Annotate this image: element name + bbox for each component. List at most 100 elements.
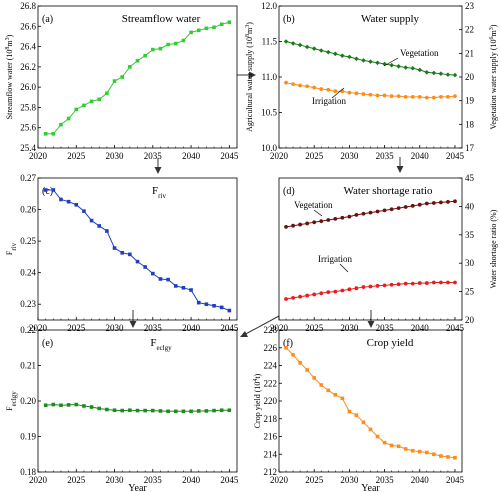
x-axis-label: Year xyxy=(128,483,147,492)
panel-letter: (c) xyxy=(42,186,53,197)
data-point xyxy=(227,308,232,313)
data-point xyxy=(354,286,359,291)
y-axis-label-end: ) xyxy=(245,22,254,25)
y-tick-label: 0.24 xyxy=(20,268,36,278)
x-tick-label: 2045 xyxy=(220,151,239,161)
y-axis-label-text: F xyxy=(5,250,14,255)
data-point xyxy=(304,44,310,50)
data-point xyxy=(368,59,373,64)
data-point xyxy=(59,122,63,127)
x-tick-label: 2025 xyxy=(67,475,86,485)
data-point xyxy=(120,250,124,255)
data-point xyxy=(333,392,338,397)
data-point xyxy=(389,94,394,99)
data-point xyxy=(120,408,124,413)
data-point xyxy=(446,280,450,285)
y-axis-label-tail: m xyxy=(5,40,14,47)
data-point xyxy=(181,409,186,414)
y-tick-label: 12.0 xyxy=(261,1,277,11)
data-point xyxy=(424,95,429,100)
data-point xyxy=(431,95,436,100)
x-tick-label: 2025 xyxy=(305,323,324,333)
data-point xyxy=(361,420,366,425)
data-point xyxy=(438,280,443,285)
data-point xyxy=(290,41,296,46)
data-point xyxy=(333,289,338,294)
x-tick-label: 2035 xyxy=(144,323,163,333)
y-tick-label: 0.27 xyxy=(20,173,36,183)
data-point xyxy=(291,223,295,228)
data-point xyxy=(97,97,102,102)
data-point xyxy=(396,444,401,449)
data-point xyxy=(453,280,457,285)
x-tick-label: 2045 xyxy=(220,475,239,485)
y-axis-label: Agricultural water supply (108m3) xyxy=(245,22,254,132)
panel-letter: (a) xyxy=(42,14,53,25)
data-point xyxy=(368,427,373,432)
data-point xyxy=(438,94,443,99)
data-point xyxy=(396,64,401,69)
data-point xyxy=(389,282,394,287)
data-point xyxy=(333,51,338,57)
data-point xyxy=(311,46,317,51)
y-axis-label: Streamflow water (108m3) xyxy=(5,34,14,119)
data-point xyxy=(325,49,331,55)
data-point xyxy=(347,409,352,414)
data-point xyxy=(375,434,380,439)
y-tick-label: 224 xyxy=(264,361,278,371)
y2-axis-label-sup2: 3 xyxy=(489,27,495,30)
data-point xyxy=(105,229,109,233)
x-tick-label: 2045 xyxy=(446,151,465,161)
data-point xyxy=(431,201,436,205)
x-tick-label: 2030 xyxy=(340,475,359,485)
data-point xyxy=(173,284,178,288)
data-point xyxy=(112,79,117,83)
data-point xyxy=(219,22,224,27)
x-tick-label: 2020 xyxy=(29,151,48,161)
x-tick-label: 2035 xyxy=(144,151,163,161)
y2-tick-label: 19 xyxy=(465,96,475,106)
data-point xyxy=(446,199,450,204)
panel-title-text: F xyxy=(150,337,156,349)
data-point xyxy=(219,408,224,413)
data-point xyxy=(432,452,436,457)
data-point xyxy=(143,265,147,269)
data-point xyxy=(453,456,457,460)
x-tick-label: 2020 xyxy=(270,475,289,485)
y-tick-label: 214 xyxy=(264,449,278,459)
panel-title: Water shortage ratio xyxy=(344,185,433,197)
data-point xyxy=(375,209,380,214)
y-tick-label: 0.25 xyxy=(20,236,36,246)
data-point xyxy=(410,203,415,208)
data-point xyxy=(403,281,408,286)
data-point xyxy=(305,368,309,372)
data-point xyxy=(333,89,338,94)
panel-title-text: Water shortage ratio xyxy=(344,185,433,197)
data-point xyxy=(112,408,117,413)
data-point xyxy=(227,408,232,413)
data-point xyxy=(396,282,401,287)
y2-axis-label-text: Water shortage ratio (%) xyxy=(489,209,498,288)
y-tick-label: 218 xyxy=(264,414,278,424)
data-point xyxy=(89,405,94,409)
data-point xyxy=(135,58,140,63)
data-point xyxy=(424,281,429,285)
panel-3: 2020 2025 2030 2035 2040 2045 0.23 0.24 0.25 0.26… xyxy=(5,173,239,333)
series-annotation: Vegetation xyxy=(400,48,439,58)
data-point xyxy=(43,132,48,136)
data-point xyxy=(326,290,331,295)
data-point xyxy=(389,443,394,448)
y-tick-label: 0.20 xyxy=(20,396,36,406)
data-point xyxy=(361,58,366,63)
data-point xyxy=(305,221,310,226)
x-tick-label: 2025 xyxy=(67,323,86,333)
x-tick-label: 2045 xyxy=(446,323,465,333)
data-point xyxy=(158,409,163,413)
data-point xyxy=(189,288,193,292)
data-point xyxy=(361,285,366,289)
data-point xyxy=(424,201,429,206)
series-annotation: Irrigation xyxy=(318,254,352,264)
data-point xyxy=(135,259,140,264)
data-point xyxy=(382,208,387,213)
data-point xyxy=(82,209,86,213)
